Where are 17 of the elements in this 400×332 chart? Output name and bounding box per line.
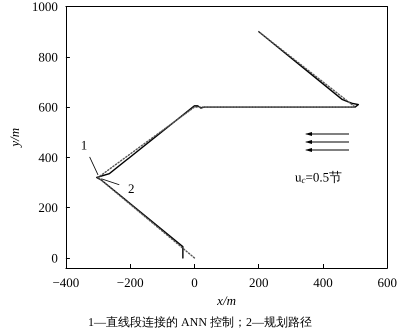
y-tick-label: 400: [38, 150, 58, 165]
annotation: 1: [80, 137, 88, 152]
x-tick-label: 0: [191, 275, 198, 290]
y-tick-label: 1000: [32, 0, 58, 14]
y-axis-title: y/m: [7, 128, 22, 149]
x-tick-label: 400: [313, 275, 333, 290]
y-tick-label: 200: [38, 200, 58, 216]
x-tick-label: 200: [248, 275, 268, 290]
x-tick-label: 600: [378, 275, 397, 290]
y-tick-label: 800: [38, 49, 58, 64]
x-axis-title: x/m: [216, 292, 236, 308]
x-tick-label: −400: [52, 275, 80, 290]
y-tick-label: 600: [38, 100, 58, 115]
y-tick-label: 0: [51, 250, 58, 266]
annotation: 2: [128, 181, 134, 196]
x-tick-label: −200: [116, 275, 144, 290]
text: 1—直线段连接的 ANN 控制；2—规划路径: [88, 315, 312, 329]
